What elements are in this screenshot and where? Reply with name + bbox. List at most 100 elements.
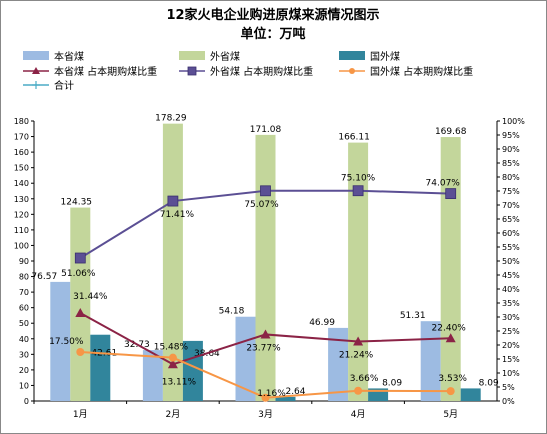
legend-item: 国外煤 [339, 50, 400, 63]
legend-item: 本省煤 [23, 50, 84, 63]
chart-title: 12家火电企业购进原煤来源情况图示 [166, 7, 379, 23]
bar-data-label: 8.09 [479, 378, 499, 388]
bar [275, 396, 296, 401]
line-point [74, 252, 86, 264]
bar [50, 281, 71, 401]
line-point [76, 348, 85, 356]
line-point [353, 336, 364, 346]
bar-data-label: 54.18 [219, 307, 245, 317]
line-data-label: 3.66% [350, 374, 379, 384]
legend-marker [32, 67, 40, 74]
y-left-tick-label: 10 [19, 381, 29, 390]
line-data-label: 1.16% [257, 389, 286, 399]
y-left-tick-label: 80 [19, 273, 29, 282]
y-left-tick-label: 120 [14, 210, 29, 219]
legend-label: 本省煤 占本期购煤比重 [54, 65, 157, 78]
y-right-tick-label: 100% [502, 117, 525, 126]
legend-marker [187, 66, 197, 76]
y-right-tick-label: 40% [502, 285, 520, 294]
bar [440, 137, 461, 401]
y-left-tick-label: 70 [19, 288, 29, 297]
line-point [445, 188, 457, 200]
x-tick-label: 5月 [443, 409, 458, 420]
line-data-label: 71.41% [160, 210, 195, 220]
legend-swatch [23, 51, 49, 60]
line-data-label: 17.50% [49, 337, 84, 347]
bar [255, 134, 276, 401]
bar [328, 327, 349, 401]
bar [348, 142, 369, 401]
line-data-label: 21.24% [339, 351, 374, 361]
legend-label: 国外煤 占本期购煤比重 [370, 65, 473, 78]
line-data-label: 74.07% [426, 179, 461, 189]
y-left-tick-label: 100 [14, 241, 29, 250]
y-right-tick-label: 70% [502, 201, 520, 210]
y-right-tick-label: 85% [502, 159, 520, 168]
y-left-tick-label: 150 [14, 164, 29, 173]
legend-item: 本省煤 占本期购煤比重 [23, 65, 157, 78]
y-left-tick-label: 170 [14, 133, 29, 142]
bar [460, 388, 481, 401]
line-point [260, 185, 271, 197]
bar-data-label: 46.99 [309, 318, 335, 328]
bar [420, 321, 441, 401]
bar-data-label: 171.08 [250, 125, 282, 135]
legend-item: 外省煤 占本期购煤比重 [179, 65, 313, 78]
legend-marker [32, 81, 40, 89]
y-right-tick-label: 25% [502, 327, 520, 336]
line-data-label: 75.07% [244, 200, 279, 210]
line-point [352, 185, 364, 197]
bar-data-label: 8.09 [382, 378, 402, 388]
x-tick-label: 3月 [258, 409, 273, 420]
y-left-tick-label: 30 [19, 350, 29, 359]
y-left-tick-label: 0 [24, 397, 29, 406]
y-right-tick-label: 75% [502, 187, 520, 196]
line-point [168, 353, 177, 362]
y-right-tick-label: 55% [502, 243, 520, 252]
y-right-tick-label: 45% [502, 271, 520, 280]
line-data-label: 15.48% [154, 343, 189, 353]
legend-item: 合计 [23, 79, 74, 92]
line-data-label: 23.77% [246, 343, 281, 353]
bar-data-label: 76.57 [31, 272, 57, 282]
legend-label: 外省煤 占本期购煤比重 [210, 65, 313, 78]
line-point [445, 333, 456, 343]
y-right-tick-label: 50% [502, 257, 520, 266]
y-right-tick-label: 20% [502, 341, 520, 350]
y-right-tick-label: 65% [502, 215, 520, 224]
legend-marker [349, 68, 355, 74]
bar-data-label: 51.31 [400, 311, 426, 321]
y-left-tick-label: 90 [19, 257, 29, 266]
y-right-tick-label: 30% [502, 313, 520, 322]
line-point [167, 195, 179, 207]
y-left-tick-label: 180 [14, 117, 29, 126]
line-data-label: 31.44% [73, 292, 108, 302]
bar-data-label: 2.64 [285, 387, 305, 397]
line-data-label: 22.40% [432, 323, 467, 333]
line-data-label: 51.06% [61, 269, 96, 279]
y-left-tick-label: 40 [19, 335, 29, 344]
bar [235, 316, 256, 401]
legend-swatch [339, 51, 365, 60]
x-tick-label: 2月 [166, 409, 181, 420]
y-right-tick-label: 90% [502, 145, 520, 154]
y-left-tick-label: 130 [14, 195, 29, 204]
y-left-tick-label: 160 [14, 148, 29, 157]
y-right-tick-label: 0% [502, 397, 515, 406]
legend-label: 本省煤 [54, 50, 84, 63]
x-tick-label: 1月 [73, 409, 88, 420]
y-right-tick-label: 15% [502, 355, 520, 364]
bar-data-label: 178.29 [155, 114, 187, 124]
line-point [354, 386, 363, 395]
legend-label: 合计 [54, 79, 74, 92]
plot-area: 0 10 20 30 40 50 60 70 80 90 100 110 120 130 140 150 160… [14, 114, 526, 420]
legend-label: 国外煤 [370, 50, 400, 63]
line-point [261, 393, 270, 402]
bar [90, 334, 111, 401]
y-left-tick-label: 60 [19, 304, 29, 313]
line-point [260, 329, 271, 339]
y-right-tick-label: 5% [502, 383, 515, 392]
